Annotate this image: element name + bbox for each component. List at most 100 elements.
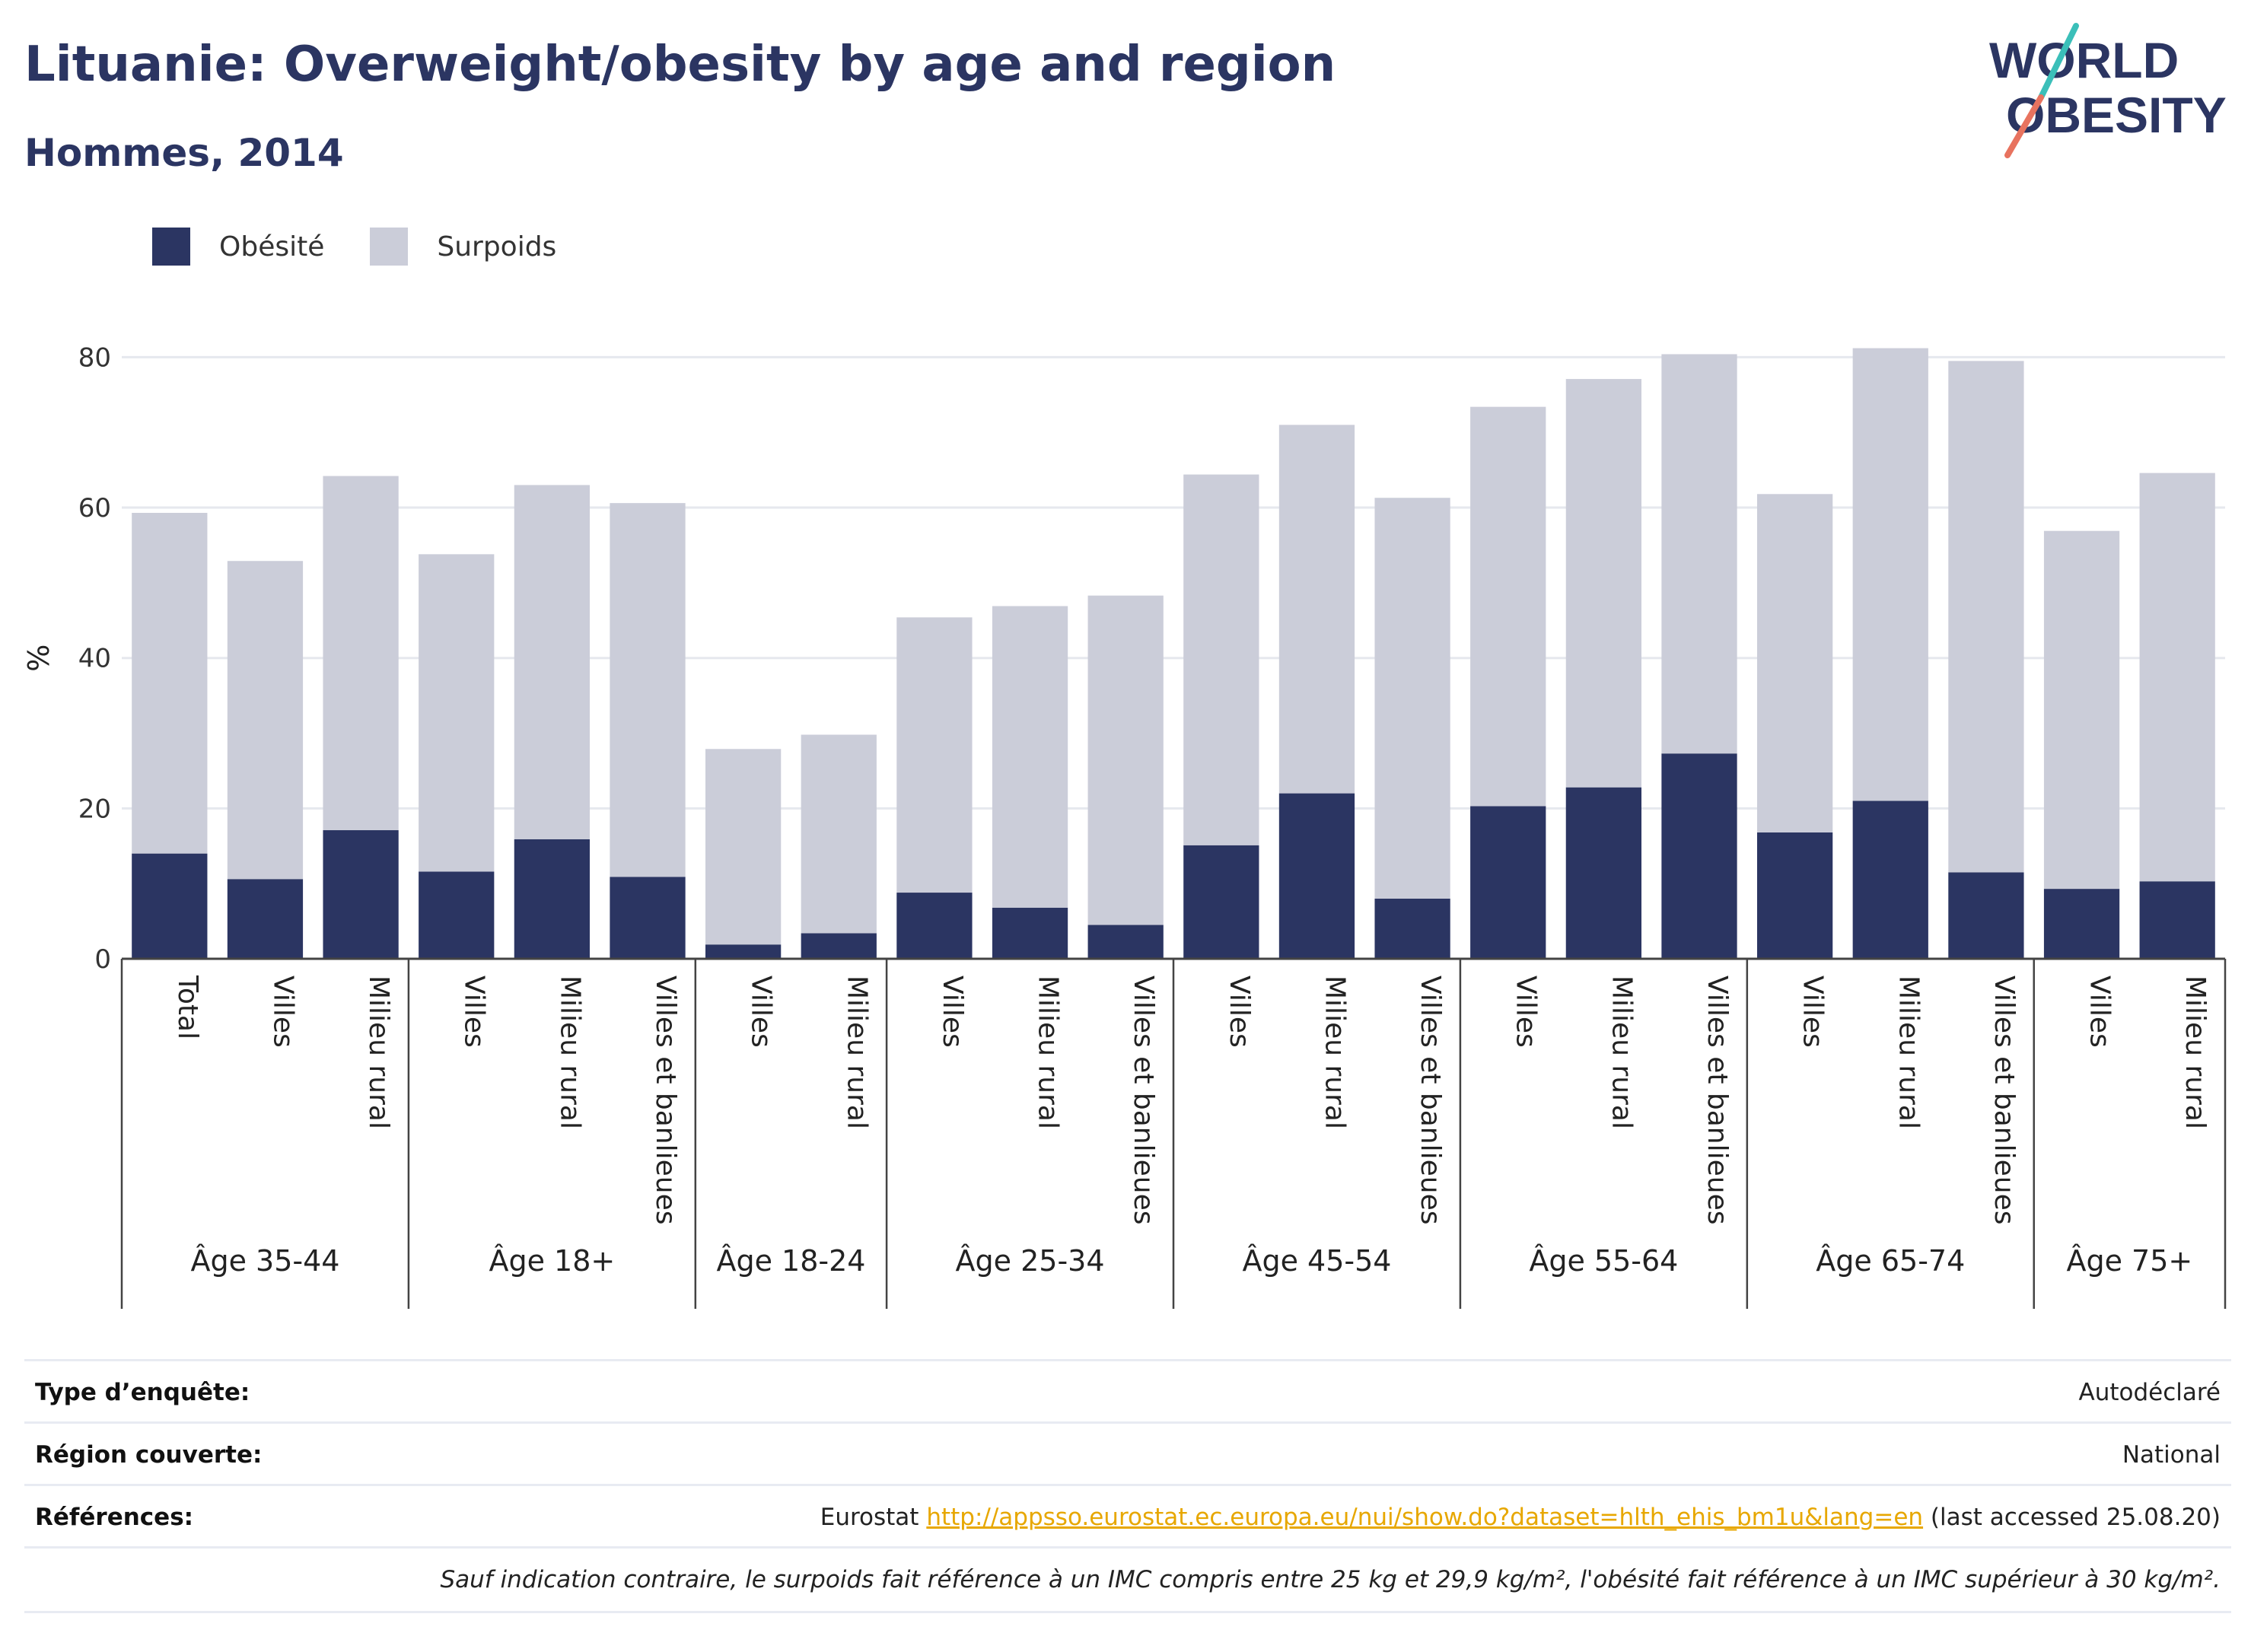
category-label: Villes xyxy=(1797,976,1829,1048)
survey-type-row: Type d’enquête: Autodéclaré xyxy=(24,1359,2231,1424)
bar-overweight xyxy=(1661,354,1737,754)
category-label: Villes xyxy=(459,976,490,1048)
references-prefix: Eurostat xyxy=(820,1504,919,1531)
note-row: Sauf indication contraire, le surpoids f… xyxy=(24,1546,2231,1613)
references-value: Eurostat http://appsso.eurostat.ec.europ… xyxy=(820,1504,2231,1531)
bar-obesity xyxy=(1374,898,1450,959)
bar-overweight xyxy=(1948,361,2024,873)
bar-overweight xyxy=(1565,379,1641,788)
bar-obesity xyxy=(1852,801,1928,959)
group-label: Âge 65-74 xyxy=(1816,1244,1965,1278)
group-label: Âge 45-54 xyxy=(1242,1244,1391,1278)
bar-obesity xyxy=(801,933,877,959)
category-label: Villes et banlieues xyxy=(1415,976,1446,1224)
category-label: Villes xyxy=(1511,976,1542,1048)
category-label: Milieu rural xyxy=(2179,976,2211,1129)
chart-subtitle: Hommes, 2014 xyxy=(24,131,344,175)
bar-overweight xyxy=(705,749,782,945)
bar-obesity xyxy=(705,944,782,959)
bar-obesity xyxy=(1278,793,1355,959)
bar-obesity xyxy=(2043,889,2120,959)
category-label: Villes et banlieues xyxy=(1128,976,1159,1225)
bar-obesity xyxy=(1183,845,1259,959)
bar-obesity xyxy=(1565,787,1641,959)
category-label: Milieu rural xyxy=(841,976,872,1129)
bar-overweight xyxy=(1183,474,1259,845)
category-label: Villes xyxy=(1224,976,1255,1048)
metadata-table: Type d’enquête: Autodéclaré Région couve… xyxy=(24,1359,2231,1618)
group-label: Âge 55-64 xyxy=(1529,1244,1678,1278)
region-value: National xyxy=(2122,1441,2221,1469)
bar-obesity xyxy=(227,879,304,959)
category-label: Villes xyxy=(267,976,298,1048)
bar-overweight xyxy=(419,554,495,872)
chart-title: Lituanie: Overweight/obesity by age and … xyxy=(24,37,1336,93)
category-label: Milieu rural xyxy=(554,976,585,1129)
group-label: Âge 18-24 xyxy=(716,1244,865,1278)
bar-obesity xyxy=(2139,881,2215,959)
y-axis-title: % xyxy=(22,645,56,672)
bar-obesity xyxy=(610,877,686,959)
survey-type-value: Autodéclaré xyxy=(2078,1379,2221,1406)
bar-overweight xyxy=(227,561,304,880)
bar-overweight xyxy=(323,476,399,831)
category-label: Villes xyxy=(2084,976,2116,1048)
bar-obesity xyxy=(323,830,399,959)
stacked-bar-chart: 0 20 40 60 80% Total Villes Milieu rural Âge 35-… xyxy=(22,342,2227,1309)
survey-type-label: Type d’enquête: xyxy=(35,1379,250,1406)
category-label: Total xyxy=(172,975,203,1039)
legend-swatch-obesity xyxy=(152,228,190,266)
group-label: Âge 25-34 xyxy=(956,1244,1105,1278)
references-link[interactable]: http://appsso.eurostat.ec.europa.eu/nui/… xyxy=(926,1504,1924,1531)
region-row: Région couverte: National xyxy=(24,1421,2231,1486)
bar-overweight xyxy=(2043,530,2120,890)
bar-obesity xyxy=(419,871,495,959)
bar-overweight xyxy=(801,734,877,934)
chart-legend: Obésité Surpoids xyxy=(152,225,602,268)
bar-overweight xyxy=(896,617,973,893)
category-label: Milieu rural xyxy=(1893,976,1924,1129)
bar-obesity xyxy=(132,853,208,959)
group-label: Âge 18+ xyxy=(489,1244,615,1278)
y-tick-label: 60 xyxy=(78,493,111,524)
bar-obesity xyxy=(992,907,1068,959)
group-label: Âge 35-44 xyxy=(190,1244,339,1278)
bar-overweight xyxy=(514,485,590,839)
references-suffix: (last accessed 25.08.20) xyxy=(1930,1504,2221,1531)
category-label: Villes et banlieues xyxy=(650,976,681,1225)
legend-swatch-overweight xyxy=(370,228,409,266)
bar-obesity xyxy=(514,839,590,959)
category-label: Villes et banlieues xyxy=(1988,976,2020,1225)
category-label: Milieu rural xyxy=(1319,976,1350,1129)
legend-label-obesity: Obésité xyxy=(219,231,325,263)
region-label: Région couverte: xyxy=(35,1441,263,1469)
bar-obesity xyxy=(1948,872,2024,959)
definition-note: Sauf indication contraire, le surpoids f… xyxy=(440,1566,2221,1593)
bar-overweight xyxy=(1757,494,1833,832)
references-row: Références: Eurostat http://appsso.euros… xyxy=(24,1484,2231,1549)
bar-overweight xyxy=(132,512,208,854)
bar-overweight xyxy=(992,606,1068,908)
bar-obesity xyxy=(896,893,973,959)
bar-overweight xyxy=(1278,425,1355,794)
legend-label-overweight: Surpoids xyxy=(437,231,557,263)
bar-overweight xyxy=(1374,498,1450,899)
category-label: Milieu rural xyxy=(1606,976,1637,1129)
y-tick-label: 40 xyxy=(78,644,111,674)
category-label: Milieu rural xyxy=(363,976,394,1129)
y-tick-label: 80 xyxy=(78,342,111,373)
category-label: Milieu rural xyxy=(1033,976,1064,1129)
category-label: Villes et banlieues xyxy=(1702,976,1733,1225)
bar-overweight xyxy=(1470,406,1546,807)
group-label: Âge 75+ xyxy=(2066,1244,2192,1278)
bar-overweight xyxy=(2139,473,2215,882)
bar-obesity xyxy=(1470,806,1546,959)
references-label: Références: xyxy=(35,1504,194,1531)
y-tick-label: 20 xyxy=(78,794,111,824)
category-label: Villes xyxy=(746,976,777,1048)
bar-obesity xyxy=(1661,753,1737,959)
bar-overweight xyxy=(1087,595,1164,925)
world-obesity-logo: WORLD OBESITY xyxy=(1989,23,2227,158)
logo-line1: WORLD xyxy=(1989,32,2179,88)
category-label: Villes xyxy=(937,976,968,1048)
